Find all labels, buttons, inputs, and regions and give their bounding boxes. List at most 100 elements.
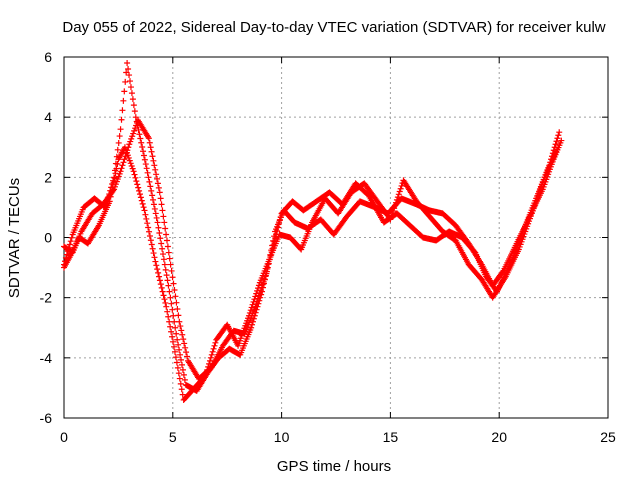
data-point — [177, 323, 184, 330]
data-point — [150, 201, 157, 208]
data-point — [148, 148, 155, 155]
data-point — [177, 351, 184, 358]
data-point — [169, 306, 176, 313]
data-point — [127, 84, 134, 91]
data-point — [249, 321, 256, 328]
data-point — [252, 293, 259, 300]
data-point — [201, 373, 208, 380]
data-point — [181, 340, 188, 347]
data-point — [155, 184, 162, 191]
data-point — [247, 307, 254, 314]
data-point — [121, 88, 128, 95]
data-point — [158, 284, 165, 291]
data-point — [159, 288, 166, 295]
y-axis-title: SDTVAR / TECUs — [6, 178, 23, 298]
data-point — [152, 258, 159, 265]
data-point — [108, 189, 115, 196]
data-point — [139, 200, 146, 207]
data-point — [145, 135, 152, 142]
data-point — [150, 196, 157, 203]
data-point — [180, 371, 187, 378]
data-point — [276, 217, 283, 224]
data-point — [174, 364, 181, 371]
data-point — [168, 328, 175, 335]
data-point — [109, 184, 116, 191]
data-point — [257, 294, 264, 301]
data-point — [140, 152, 147, 159]
data-point — [129, 133, 136, 140]
data-point — [157, 235, 164, 242]
data-point — [145, 174, 152, 181]
data-point — [111, 175, 118, 182]
data-point — [253, 290, 260, 297]
data-point — [169, 274, 176, 281]
data-point — [146, 178, 153, 185]
data-point — [156, 277, 163, 284]
data-point — [131, 127, 138, 134]
data-point — [171, 286, 178, 293]
data-point — [212, 339, 219, 346]
data-point — [136, 131, 143, 138]
series-track-3 — [61, 144, 561, 403]
data-point — [125, 66, 132, 73]
data-point — [133, 118, 140, 125]
data-point — [158, 201, 165, 208]
data-point — [68, 234, 75, 241]
data-point — [114, 160, 121, 167]
data-point — [171, 343, 178, 350]
data-point — [167, 294, 174, 301]
data-point — [116, 133, 123, 140]
data-point — [162, 266, 169, 273]
data-point — [388, 213, 395, 220]
data-point — [175, 312, 182, 319]
data-point — [145, 224, 152, 231]
data-point — [135, 184, 142, 191]
x-tick-labels: 0 5 10 15 20 25 — [60, 429, 616, 445]
data-point — [246, 309, 253, 316]
data-point — [159, 207, 166, 214]
x-tick-label: 15 — [383, 429, 399, 445]
data-point — [148, 241, 155, 248]
data-point — [146, 139, 153, 146]
data-point — [394, 194, 401, 201]
data-point — [146, 232, 153, 239]
data-point — [173, 299, 180, 306]
data-point — [131, 108, 138, 115]
data-point — [163, 231, 170, 238]
data-point — [204, 366, 211, 373]
data-point — [154, 175, 161, 182]
data-point — [156, 273, 163, 280]
data-point — [182, 344, 189, 351]
data-point — [165, 282, 172, 289]
data-point — [176, 318, 183, 325]
data-point — [172, 293, 179, 300]
data-point — [140, 204, 147, 211]
data-point — [138, 139, 145, 146]
y-tick-label: -4 — [40, 350, 53, 366]
data-point — [143, 215, 150, 222]
data-point — [132, 114, 139, 121]
data-point — [127, 78, 134, 85]
data-point — [147, 237, 154, 244]
data-point — [167, 261, 174, 268]
data-point — [392, 202, 399, 209]
data-point — [126, 157, 133, 164]
data-point — [129, 96, 136, 103]
data-point — [249, 318, 256, 325]
data-point — [150, 250, 157, 257]
data-point — [135, 126, 142, 133]
data-point — [179, 391, 186, 398]
data-point — [556, 129, 563, 136]
data-point — [133, 178, 140, 185]
data-point — [129, 165, 136, 172]
data-point — [153, 214, 160, 221]
data-point — [168, 300, 175, 307]
data-point — [396, 188, 403, 195]
data-point — [131, 171, 138, 178]
data-point — [134, 181, 141, 188]
data-point — [180, 336, 187, 343]
series-track-2 — [61, 60, 563, 394]
data-point — [172, 354, 179, 361]
data-point — [167, 323, 174, 330]
data-point — [558, 137, 565, 144]
